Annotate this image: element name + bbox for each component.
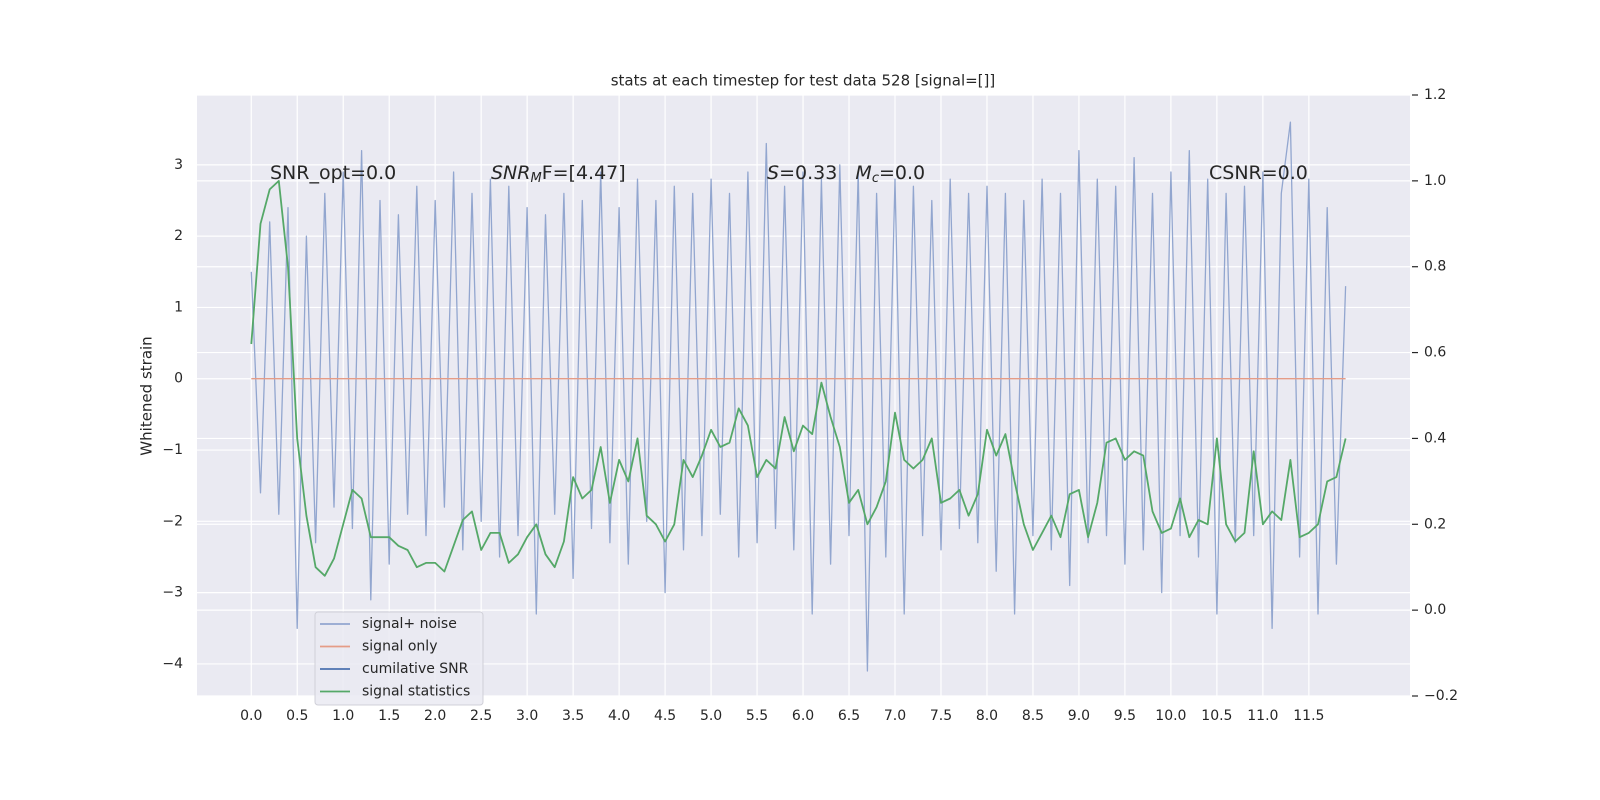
chart-title: stats at each timestep for test data 528…	[611, 72, 996, 90]
y-tick-label: 0	[174, 371, 183, 387]
y-tick-label: −1	[162, 442, 183, 458]
y-tick-label: 3	[174, 157, 183, 173]
x-tick-label: 6.0	[792, 708, 814, 724]
x-tick-label: 9.0	[1068, 708, 1090, 724]
y-tick-label: 2	[174, 228, 183, 244]
annotation: SNR_opt=0.0	[270, 162, 396, 184]
x-tick-label: 2.5	[470, 708, 492, 724]
annotation-part: SNR	[491, 162, 530, 184]
x-tick-label: 11.5	[1293, 708, 1324, 724]
x-tick-label: 4.5	[654, 708, 676, 724]
x-tick-label: 1.5	[378, 708, 400, 724]
x-tick-label: 8.5	[1022, 708, 1044, 724]
y2-tick-label: 0.0	[1424, 602, 1446, 618]
annotation: S=0.33 Mc=0.0	[767, 162, 925, 186]
x-tick-label: 10.0	[1155, 708, 1186, 724]
y-tick-label: −4	[162, 656, 183, 672]
x-tick-label: 7.5	[930, 708, 952, 724]
x-tick-label: 3.0	[516, 708, 538, 724]
legend-box	[314, 611, 484, 706]
series-line	[250, 180, 1347, 577]
y2-tick-label: 0.2	[1424, 516, 1446, 532]
x-tick-label: 9.5	[1114, 708, 1136, 724]
legend: signal+ noise signal only cumilative SNR si…	[314, 611, 484, 706]
annotation-part: =0.33	[779, 162, 855, 184]
annotation-part: S	[767, 162, 779, 184]
legend-label: signal+ noise	[362, 616, 457, 632]
y2-tick-label: 1.0	[1424, 173, 1446, 189]
y-tick-label: −3	[162, 585, 183, 601]
x-tick-label: 5.0	[700, 708, 722, 724]
y2-tick-label: −0.2	[1424, 688, 1458, 704]
x-tick-label: 4.0	[608, 708, 630, 724]
y-tick-label: 1	[174, 299, 183, 315]
y-tick-label: −2	[162, 513, 183, 529]
y2-tick-label: 1.2	[1424, 87, 1446, 103]
x-tick-label: 2.0	[424, 708, 446, 724]
x-tick-label: 7.0	[884, 708, 906, 724]
legend-label: signal statistics	[362, 684, 470, 700]
annotation-part: M	[855, 162, 871, 184]
annotation-part: CSNR=0.0	[1209, 162, 1308, 184]
annotation-part: F=[4.47]	[542, 162, 626, 184]
x-tick-label: 11.0	[1247, 708, 1278, 724]
x-tick-label: 3.5	[562, 708, 584, 724]
annotation: SNRMF=[4.47]	[491, 162, 626, 186]
annotation-part: c	[872, 171, 879, 186]
annotation-part: SNR_opt=0.0	[270, 162, 396, 184]
x-tick-label: 6.5	[838, 708, 860, 724]
x-tick-label: 8.0	[976, 708, 998, 724]
x-tick-label: 0.0	[240, 708, 262, 724]
annotation-part: M	[530, 171, 541, 186]
annotation: CSNR=0.0	[1209, 162, 1308, 184]
series-line	[250, 121, 1347, 672]
legend-label: cumilative SNR	[362, 661, 469, 677]
annotation-part: =0.0	[879, 162, 925, 184]
x-tick-label: 1.0	[332, 708, 354, 724]
x-tick-label: 5.5	[746, 708, 768, 724]
y-axis-label: Whitened strain	[138, 336, 156, 455]
y2-tick-label: 0.6	[1424, 345, 1446, 361]
x-tick-label: 0.5	[286, 708, 308, 724]
x-tick-label: 10.5	[1201, 708, 1232, 724]
y2-tick-label: 0.4	[1424, 430, 1446, 446]
y2-tick-label: 0.8	[1424, 259, 1446, 275]
legend-label: signal only	[362, 639, 437, 655]
